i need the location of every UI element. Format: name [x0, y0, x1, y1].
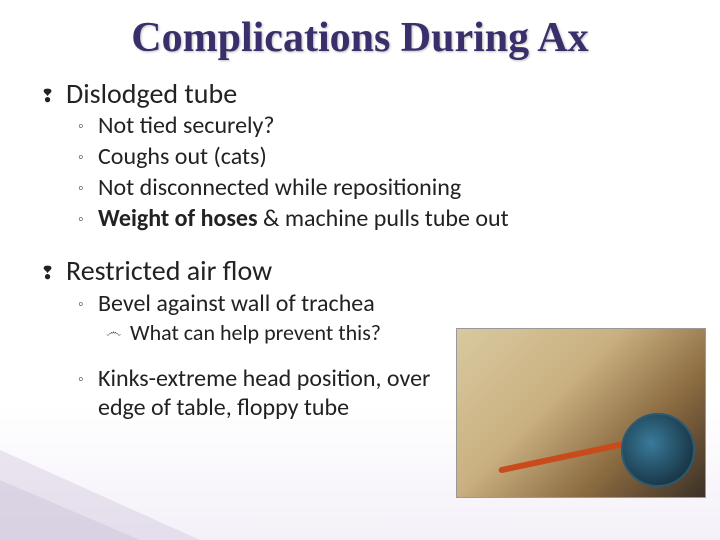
bold-phrase: Weight of hoses: [98, 204, 258, 233]
section-2-item-text: Bevel against wall of trachea: [98, 290, 375, 319]
section-1-heading-text: Dislodged tube: [66, 78, 237, 110]
section-2-block: ◦ Bevel against wall of trachea ෴ What c…: [40, 290, 440, 423]
spacer: [40, 347, 440, 363]
section-1-item-text: Not tied securely?: [98, 112, 275, 141]
dog-intubation-photo: [456, 328, 706, 498]
section-1-item-text: Coughs out (cats): [98, 143, 267, 172]
item-suffix: & machine pulls tube out: [258, 204, 509, 233]
bullet-l3-icon: ෴: [106, 320, 130, 342]
bullet-l1-icon: ❢: [40, 255, 66, 284]
section-2-subitem: ෴ What can help prevent this?: [106, 320, 440, 346]
bullet-l2-icon: ◦: [78, 290, 98, 314]
bullet-l2-icon: ◦: [78, 143, 98, 167]
section-2-item: ◦ Bevel against wall of trachea: [78, 290, 440, 319]
section-1-item: ◦ Not tied securely?: [78, 112, 680, 141]
bullet-l2-icon: ◦: [78, 365, 98, 389]
section-2-subitem-text: What can help prevent this?: [130, 320, 381, 346]
bullet-l2-icon: ◦: [78, 112, 98, 136]
section-1-heading: ❢ Dislodged tube: [40, 78, 680, 110]
bullet-l1-icon: ❢: [40, 78, 66, 107]
bullet-l2-icon: ◦: [78, 205, 98, 229]
corner-accent-2: [0, 480, 140, 540]
section-1-item: ◦ Coughs out (cats): [78, 143, 680, 172]
section-2-item-text: Kinks-extreme head position, over edge o…: [98, 365, 440, 423]
section-1-item: ◦ Not disconnected while repositioning: [78, 174, 680, 203]
slide-title: Complications During Ax: [0, 0, 720, 62]
section-1-item-text: Not disconnected while repositioning: [98, 174, 461, 203]
spacer: [40, 233, 680, 249]
section-2-heading-text: Restricted air flow: [66, 255, 272, 287]
section-1-item-bold-text: Weight of hoses & machine pulls tube out: [98, 205, 509, 234]
section-2-item: ◦ Kinks-extreme head position, over edge…: [78, 365, 440, 423]
slide: Complications During Ax ❢ Dislodged tube…: [0, 0, 720, 540]
section-2-heading: ❢ Restricted air flow: [40, 255, 680, 287]
section-1-item-bold: ◦ Weight of hoses & machine pulls tube o…: [78, 205, 680, 234]
bullet-l2-icon: ◦: [78, 174, 98, 198]
tube-illustration: [498, 434, 656, 473]
